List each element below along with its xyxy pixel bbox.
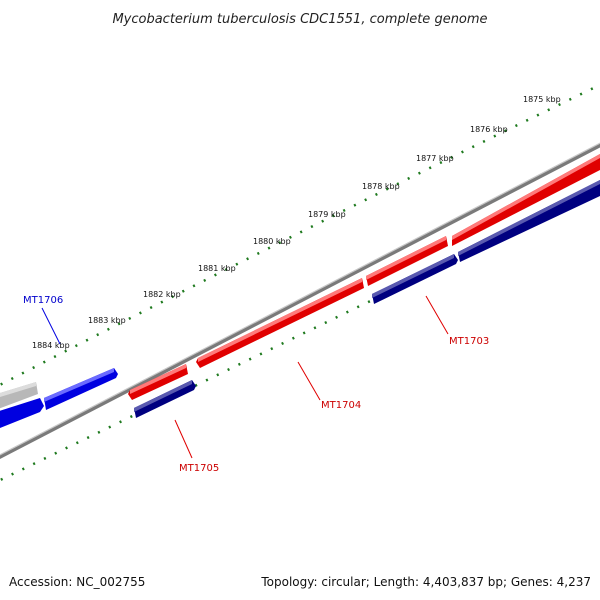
reverse-genes: [134, 180, 600, 418]
tick-label-1878: 1878 kbp: [362, 182, 400, 191]
gene-MT1703-forward-shade: [452, 154, 600, 240]
gene-labels: MT1703 MT1704 MT1705 MT1706: [23, 295, 489, 474]
gene-label-MT1703[interactable]: MT1703: [449, 336, 489, 347]
tick-label-1876: 1876 kbp: [470, 125, 508, 134]
backbone-line: [0, 142, 600, 460]
leader-MT1703: [425, 295, 449, 335]
gene-short-red-shade: [130, 364, 186, 394]
gene-MT1704-shade: [198, 278, 362, 362]
accession-text: Accession: NC_002755: [9, 575, 145, 589]
map-title: Mycobacterium tuberculosis CDC1551, comp…: [112, 12, 487, 27]
gene-MT1706[interactable]: [44, 368, 118, 410]
gene-MT1705-shade: [134, 380, 192, 412]
inner-minor-ticks: [0, 188, 600, 482]
leader-MT1706: [41, 307, 61, 345]
tick-label-1883: 1883 kbp: [88, 316, 126, 325]
tick-label-1882: 1882 kbp: [143, 290, 181, 299]
leader-MT1704: [297, 361, 321, 401]
genome-summary: Topology: circular; Length: 4,403,837 bp…: [260, 575, 591, 589]
leader-MT1705: [174, 419, 193, 459]
kbp-labels: 1875 kbp 1876 kbp 1877 kbp 1878 kbp 1879…: [32, 95, 561, 350]
tick-label-1877: 1877 kbp: [416, 154, 454, 163]
gene-MT1703b-forward-shade: [366, 236, 446, 280]
label-leaders: [41, 295, 449, 459]
genome-backbone: [0, 142, 600, 460]
tick-label-1881: 1881 kbp: [198, 264, 236, 273]
forward-genes: [0, 154, 600, 432]
gene-MT1703-reverse-shade: [458, 180, 600, 256]
gene-blue-left[interactable]: [0, 398, 44, 432]
gene-gray-left[interactable]: [0, 382, 38, 412]
gene-MT1703c-reverse-shade: [372, 254, 454, 298]
inner-tick-ring: [0, 188, 600, 482]
gene-label-MT1704[interactable]: MT1704: [321, 400, 361, 411]
gene-label-MT1705[interactable]: MT1705: [179, 463, 219, 474]
tick-label-1875: 1875 kbp: [523, 95, 561, 104]
backbone-highlight: [0, 142, 600, 456]
gene-gray-left-shade: [0, 382, 36, 397]
tick-label-1880: 1880 kbp: [253, 237, 291, 246]
gene-label-MT1706[interactable]: MT1706: [23, 295, 63, 306]
tick-label-1879: 1879 kbp: [308, 210, 346, 219]
gene-MT1706-shade: [44, 368, 114, 402]
tick-label-1884: 1884 kbp: [32, 341, 70, 350]
